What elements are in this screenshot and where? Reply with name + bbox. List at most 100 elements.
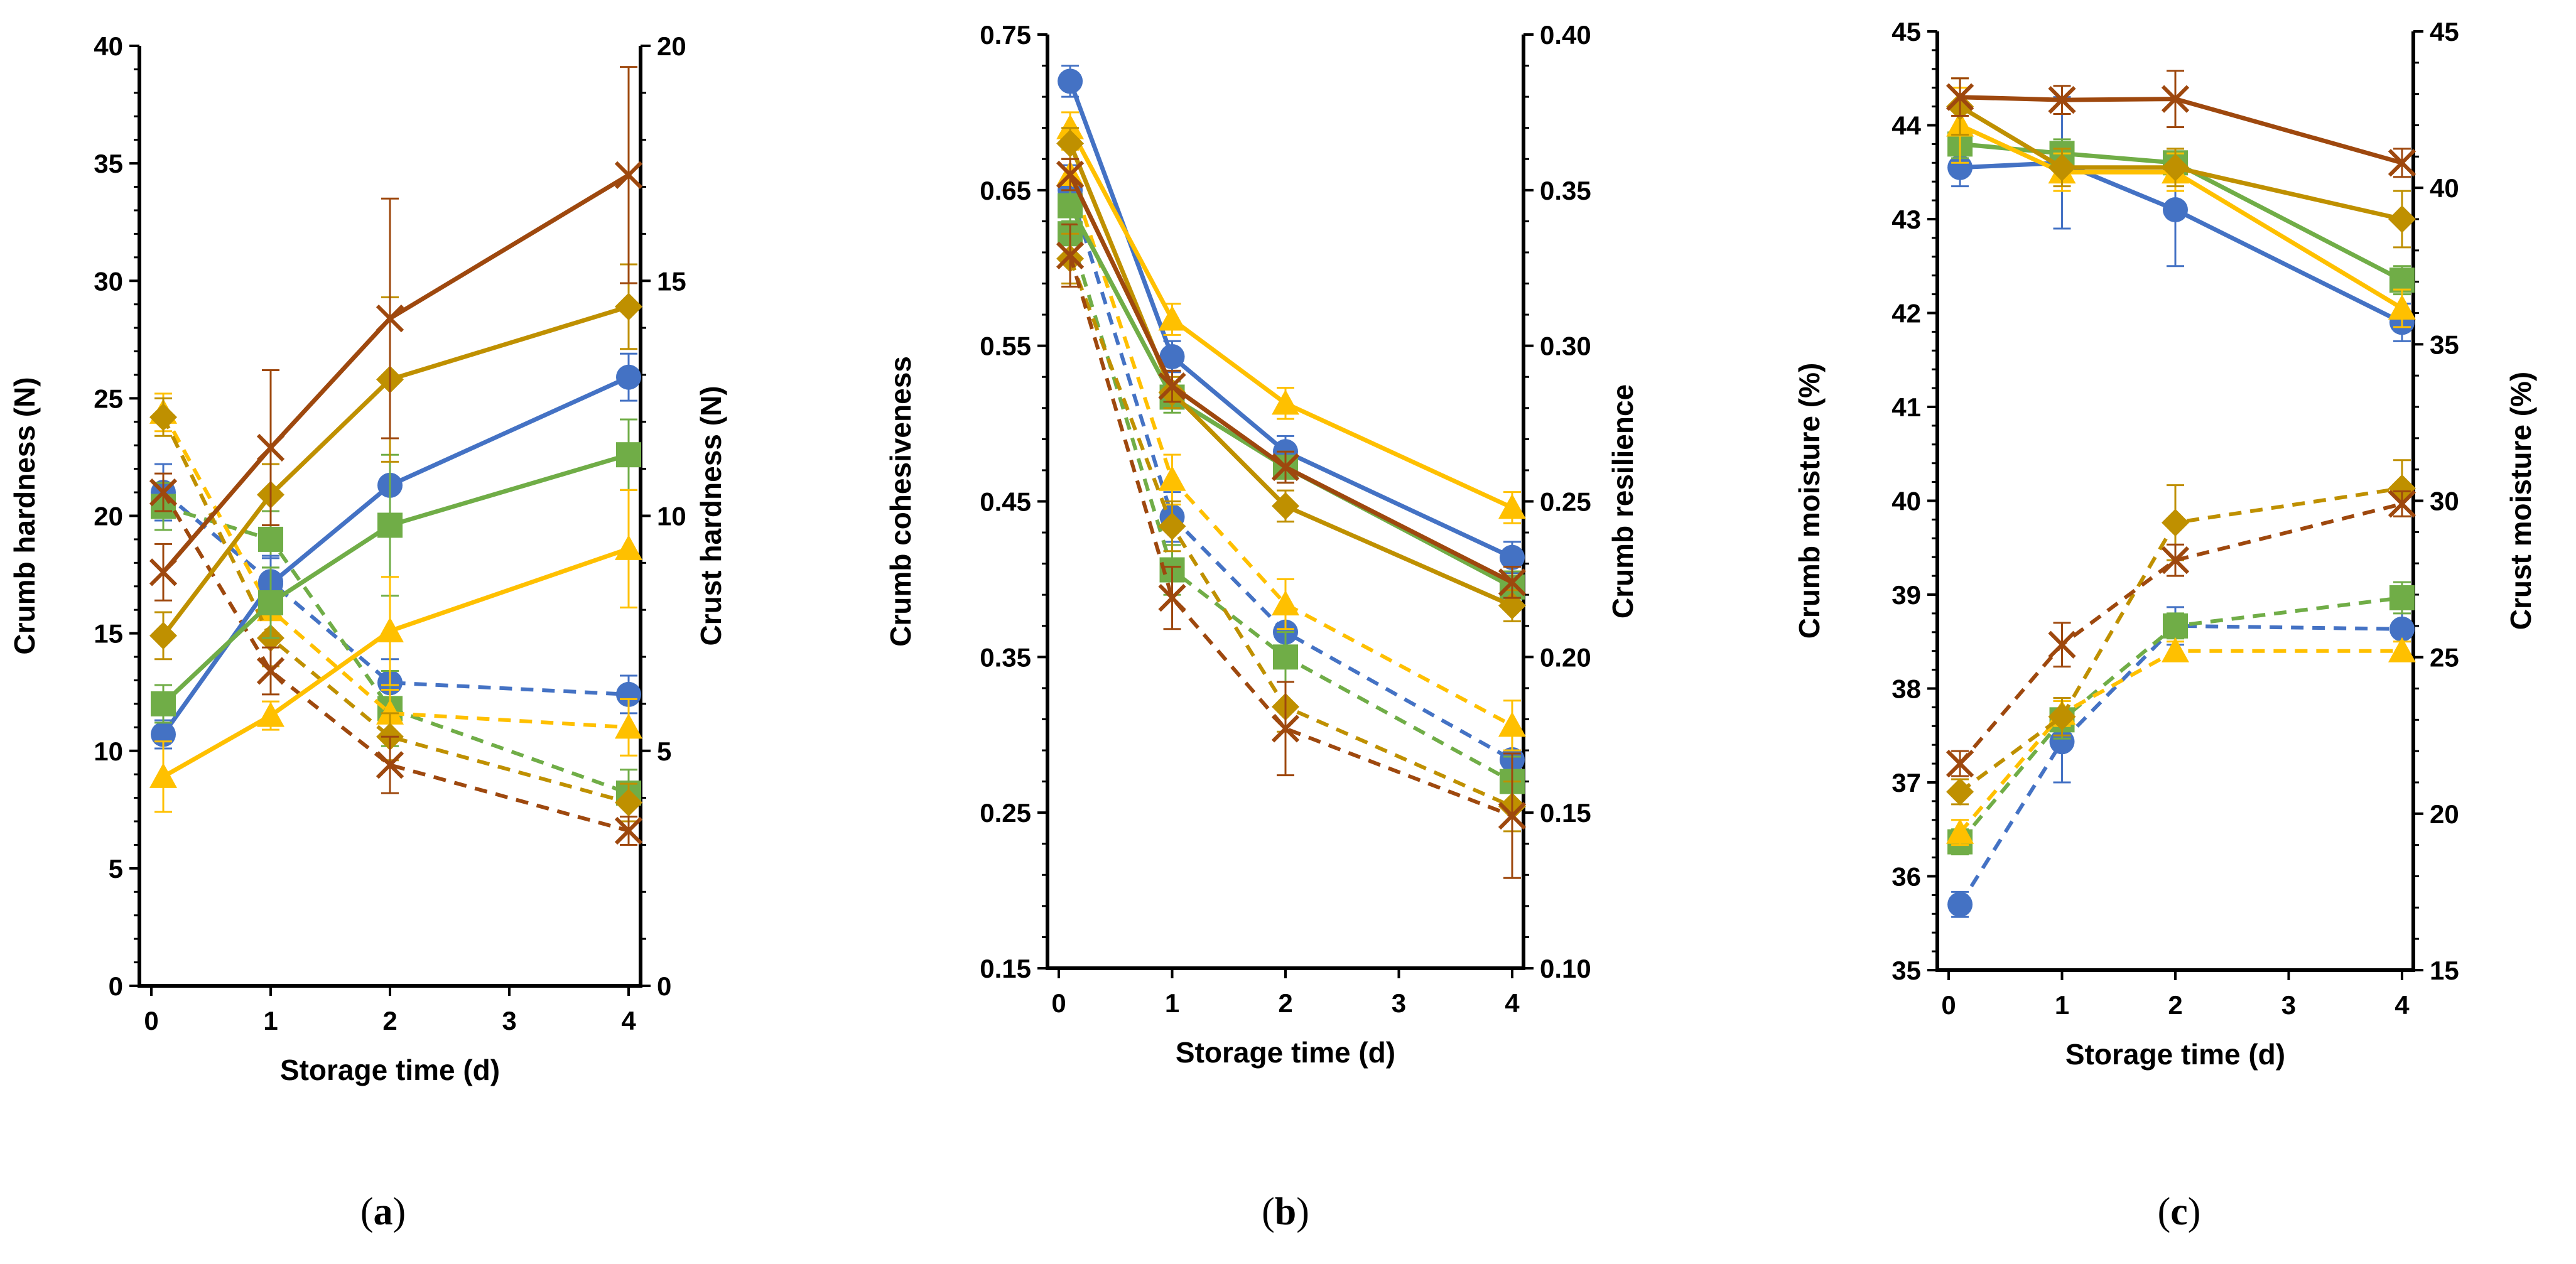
x-tick-label: 0 [1941, 990, 1956, 1020]
x-tick-label: 1 [2055, 990, 2069, 1020]
left-tick-label: 38 [1891, 674, 1921, 704]
data-point [615, 713, 642, 739]
series-crust-moisture-brown [1946, 490, 2416, 778]
right-tick-label: 10 [657, 502, 686, 531]
data-point [1056, 129, 1085, 158]
series-crumb-green [151, 418, 641, 724]
left-tick-label: 0.65 [980, 176, 1031, 205]
data-point [2162, 637, 2189, 662]
left-tick-label: 0 [109, 971, 123, 1001]
data-point [256, 433, 285, 462]
panel-label-letter: c [2170, 1191, 2188, 1233]
data-point [149, 478, 178, 507]
x-marker-stroke [2161, 546, 2190, 575]
series-line [1959, 104, 2403, 222]
x-marker-stroke [1056, 160, 1085, 189]
right-y-axis-title: Crust moisture (%) [2504, 372, 2537, 630]
panel-b: 0.15 0.25 0.35 0.45 0.55 0.65 0.75 0.10 0.15 0.20… [884, 20, 1639, 1233]
series-crumb-moisture-blue [1947, 96, 2415, 342]
series-line [1068, 233, 1513, 784]
series-line [163, 504, 630, 795]
left-tick-label: 0.55 [980, 332, 1031, 361]
data-point [1499, 544, 1525, 570]
data-point [1056, 114, 1085, 139]
data-point [376, 617, 404, 642]
panel-label-open: ( [1262, 1191, 1275, 1233]
right-tick-label: 30 [2430, 487, 2459, 516]
panel-label-close: ) [2188, 1191, 2201, 1233]
series-cohesiveness-yellow [1056, 111, 1526, 524]
series-crumb-moisture-brown [1946, 70, 2416, 178]
series-line [161, 416, 629, 804]
left-tick-label: 43 [1891, 205, 1921, 234]
data-point [614, 161, 643, 189]
series-crumb-yellow [149, 489, 642, 813]
data-point [1158, 465, 1186, 491]
series-line [161, 375, 630, 736]
panel-label: (b) [1262, 1191, 1309, 1233]
panel-label-open: ( [360, 1191, 374, 1233]
series-line [1068, 255, 1513, 818]
data-point [1272, 389, 1299, 415]
x-marker-stroke [2388, 149, 2416, 177]
right-tick-label: 40 [2430, 173, 2459, 203]
data-point [1271, 453, 1300, 482]
x-tick-label: 2 [1278, 988, 1292, 1018]
data-point [1056, 241, 1085, 270]
data-point [2163, 613, 2188, 639]
x-tick-label: 3 [2281, 990, 2296, 1020]
right-tick-label: 0.25 [1540, 487, 1591, 517]
x-marker-stroke [614, 161, 643, 189]
data-point [1498, 802, 1527, 830]
x-axis-title: Storage time (d) [2065, 1038, 2285, 1071]
data-point [2388, 637, 2416, 662]
panel-label-open: ( [2158, 1191, 2171, 1233]
left-tick-label: 15 [94, 619, 123, 649]
x-tick-label: 3 [1392, 988, 1406, 1018]
right-tick-label: 5 [657, 737, 671, 766]
left-tick-label: 41 [1891, 392, 1921, 422]
left-tick-label: 40 [1891, 487, 1921, 516]
x-marker-stroke [2048, 86, 2076, 114]
data-point [2048, 703, 2076, 731]
left-y-axis-title: Crumb moisture (%) [1793, 363, 1826, 639]
data-point [1271, 715, 1300, 743]
data-point [2161, 546, 2190, 575]
left-y-axis-title: Crumb hardness (N) [8, 377, 41, 654]
series-cohesiveness-blue [1058, 65, 1525, 575]
data-point [1056, 160, 1085, 189]
series-line [162, 490, 629, 696]
right-tick-label: 25 [2430, 643, 2459, 673]
panel-a: 0 5 10 15 20 25 30 35 40 0 5 10 15 20 0 1 2 3 4 Storage tim… [8, 31, 727, 1233]
right-tick-label: 0.35 [1540, 176, 1591, 205]
data-point [2389, 585, 2415, 610]
right-tick-label: 35 [2430, 330, 2459, 359]
left-tick-label: 5 [109, 854, 123, 883]
data-point [2162, 153, 2189, 181]
data-point [2048, 630, 2076, 659]
data-point [2161, 85, 2190, 113]
x-marker-stroke [256, 433, 285, 462]
data-point [376, 699, 404, 725]
right-tick-label: 20 [2430, 799, 2459, 829]
data-point [1273, 644, 1298, 670]
x-marker-stroke [1946, 83, 1974, 111]
data-point [2389, 267, 2415, 293]
left-tick-label: 10 [94, 737, 123, 766]
x-marker-stroke [1056, 241, 1085, 270]
data-point [258, 590, 283, 615]
data-point [1272, 492, 1299, 520]
x-tick-label: 4 [621, 1006, 636, 1035]
left-tick-label: 44 [1891, 111, 1921, 141]
left-tick-label: 20 [94, 502, 123, 531]
series-line [161, 173, 630, 574]
x-marker-stroke [1158, 584, 1186, 612]
panel-label-close: ) [1296, 1191, 1309, 1233]
series-crumb-moisture-gold [1946, 77, 2416, 249]
series-line [161, 305, 630, 637]
left-tick-label: 35 [1891, 956, 1921, 985]
data-point [149, 403, 177, 431]
left-tick-label: 39 [1891, 580, 1921, 610]
x-marker-stroke [2388, 490, 2416, 518]
